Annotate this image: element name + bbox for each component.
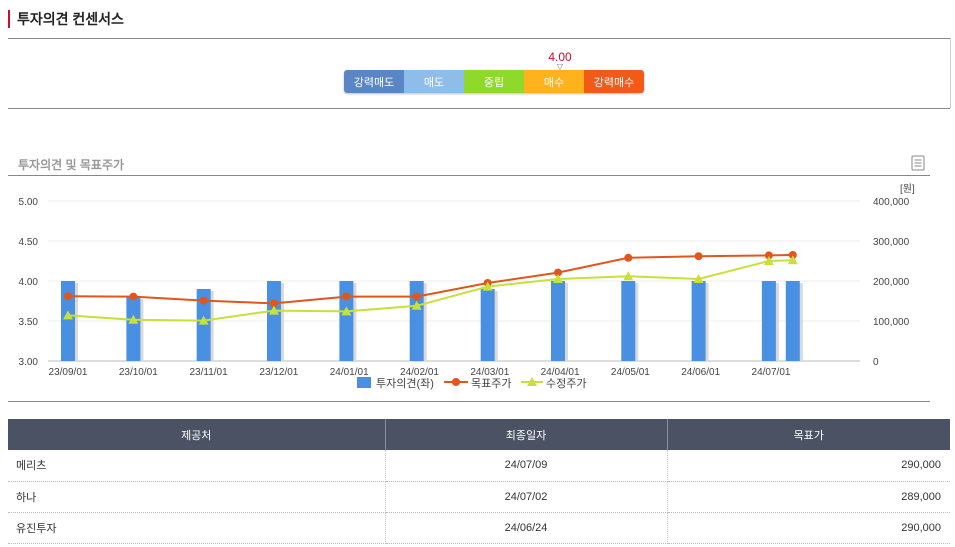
column-header-date[interactable]: 최종일자 [385, 419, 668, 450]
adjusted-price-point [482, 281, 493, 291]
target-price-point [553, 268, 562, 277]
opinion-bar [61, 281, 75, 361]
adjusted-price-point [268, 305, 279, 315]
opinion-bar [409, 281, 424, 361]
legend-adjusted-marker [527, 377, 537, 386]
consensus-score: 4.00 [548, 50, 572, 64]
opinion-bar [266, 281, 281, 361]
left-tick-label: 4.00 [19, 277, 39, 288]
opinion-bar [339, 281, 354, 361]
legend-label: 수정주가 [546, 377, 586, 390]
document-icon[interactable] [911, 155, 925, 171]
adjusted-price-point [552, 274, 563, 283]
column-header-provider[interactable]: 제공처 [8, 419, 386, 450]
legend-label: 목표주가 [471, 377, 511, 390]
adjusted-price-point [411, 300, 422, 310]
table-header-row: 제공처 최종일자 목표가 [8, 419, 950, 450]
date-cell: 24/07/02 [385, 481, 668, 513]
score-pointer-icon: ▽ [556, 62, 564, 71]
opinion-bar [550, 281, 565, 361]
target-price-cell: 289,000 [667, 481, 950, 513]
table-row: 하나 24/07/02 289,000 [8, 481, 950, 513]
target-price-cell: 290,000 [667, 512, 950, 544]
divider [8, 401, 930, 402]
left-tick-label: 3.00 [19, 357, 39, 368]
target-price-point [129, 292, 138, 301]
x-tick-label: 23/09/01 [49, 367, 88, 378]
right-tick-label: 100,000 [873, 317, 910, 328]
opinion-bar [480, 289, 495, 361]
x-tick-label: 24/02/01 [400, 367, 439, 378]
adjusted-price-line [67, 259, 793, 322]
opinion-bar [761, 281, 776, 361]
x-tick-label: 24/01/01 [330, 367, 369, 378]
right-tick-label: 0 [873, 357, 879, 368]
x-tick-label: 23/12/01 [259, 367, 298, 378]
target-price-point [199, 296, 208, 305]
x-tick-label: 23/11/01 [190, 367, 229, 378]
right-tick-label: 300,000 [873, 237, 910, 248]
consensus-segment-strong-sell: 강력매도 [344, 70, 404, 93]
x-tick-label: 23/10/01 [119, 367, 158, 378]
opinion-bar [691, 281, 706, 361]
opinion-bar [126, 297, 141, 361]
x-tick-label: 24/04/01 [541, 367, 580, 378]
right-tick-label: 200,000 [873, 277, 910, 288]
adjusted-price-point [341, 306, 352, 316]
left-tick-label: 5.00 [19, 197, 39, 208]
provider-cell: 유진투자 [8, 512, 386, 544]
target-price-point [269, 299, 278, 308]
consensus-segment-buy: 매수 [524, 70, 584, 93]
opinion-bar [785, 281, 800, 361]
date-cell: 24/07/09 [385, 450, 668, 482]
opinion-bar [196, 289, 211, 361]
provider-cell: 하나 [8, 481, 386, 513]
right-axis-unit: [원] [900, 183, 915, 195]
x-tick-label: 24/05/01 [611, 367, 650, 378]
divider [950, 38, 951, 108]
consensus-segment-sell: 매도 [404, 70, 464, 93]
left-tick-label: 3.50 [19, 317, 39, 328]
provider-cell: 메리츠 [8, 450, 386, 482]
divider [8, 108, 950, 109]
target-price-point [764, 251, 773, 260]
divider [8, 175, 930, 176]
target-price-point [342, 292, 351, 301]
right-tick-label: 400,000 [873, 197, 910, 208]
adjusted-price-point [763, 256, 774, 265]
adjusted-price-point [128, 314, 139, 324]
divider [8, 38, 950, 39]
legend-bar-swatch [357, 377, 371, 388]
adjusted-price-point [623, 271, 634, 281]
opinion-bar [621, 281, 636, 361]
adjusted-price-point [787, 255, 798, 265]
target-price-point [64, 292, 72, 301]
consensus-segment-hold: 중립 [464, 70, 524, 93]
consensus-segment-strong-buy: 강력매수 [584, 70, 644, 93]
legend-target-marker [452, 378, 460, 386]
adjusted-price-point [693, 274, 704, 283]
adjusted-price-point [198, 315, 209, 325]
date-cell: 24/06/24 [385, 512, 668, 544]
x-tick-label: 24/03/01 [470, 367, 509, 378]
legend-label: 투자의견(좌) [376, 377, 434, 390]
target-price-point [694, 252, 703, 261]
consensus-scale: 강력매도 매도 중립 매수 강력매수 [344, 70, 644, 93]
investment-opinion-chart: 5.00 4.50 4.00 3.50 3.00 400,000 300,000 200,00… [19, 183, 915, 390]
target-price-cell: 290,000 [667, 450, 950, 482]
target-price-point [624, 253, 633, 262]
column-header-target-price[interactable]: 목표가 [667, 419, 950, 450]
section-title: 투자의견 컨센서스 [8, 10, 124, 28]
chart-title: 투자의견 및 목표주가 [18, 158, 125, 172]
x-tick-label: 24/06/01 [681, 367, 720, 378]
table-row: 메리츠 24/07/09 290,000 [8, 450, 950, 482]
left-tick-label: 4.50 [19, 237, 39, 248]
target-price-point [412, 292, 421, 301]
target-price-line [67, 254, 793, 305]
table-row: 유진투자 24/06/24 290,000 [8, 512, 950, 544]
target-price-point [788, 251, 797, 259]
target-price-table: 제공처 최종일자 목표가 메리츠 24/07/09 290,000 하나 24/… [8, 419, 950, 544]
adjusted-price-point [63, 310, 73, 320]
x-tick-label: 24/07/01 [752, 367, 791, 378]
